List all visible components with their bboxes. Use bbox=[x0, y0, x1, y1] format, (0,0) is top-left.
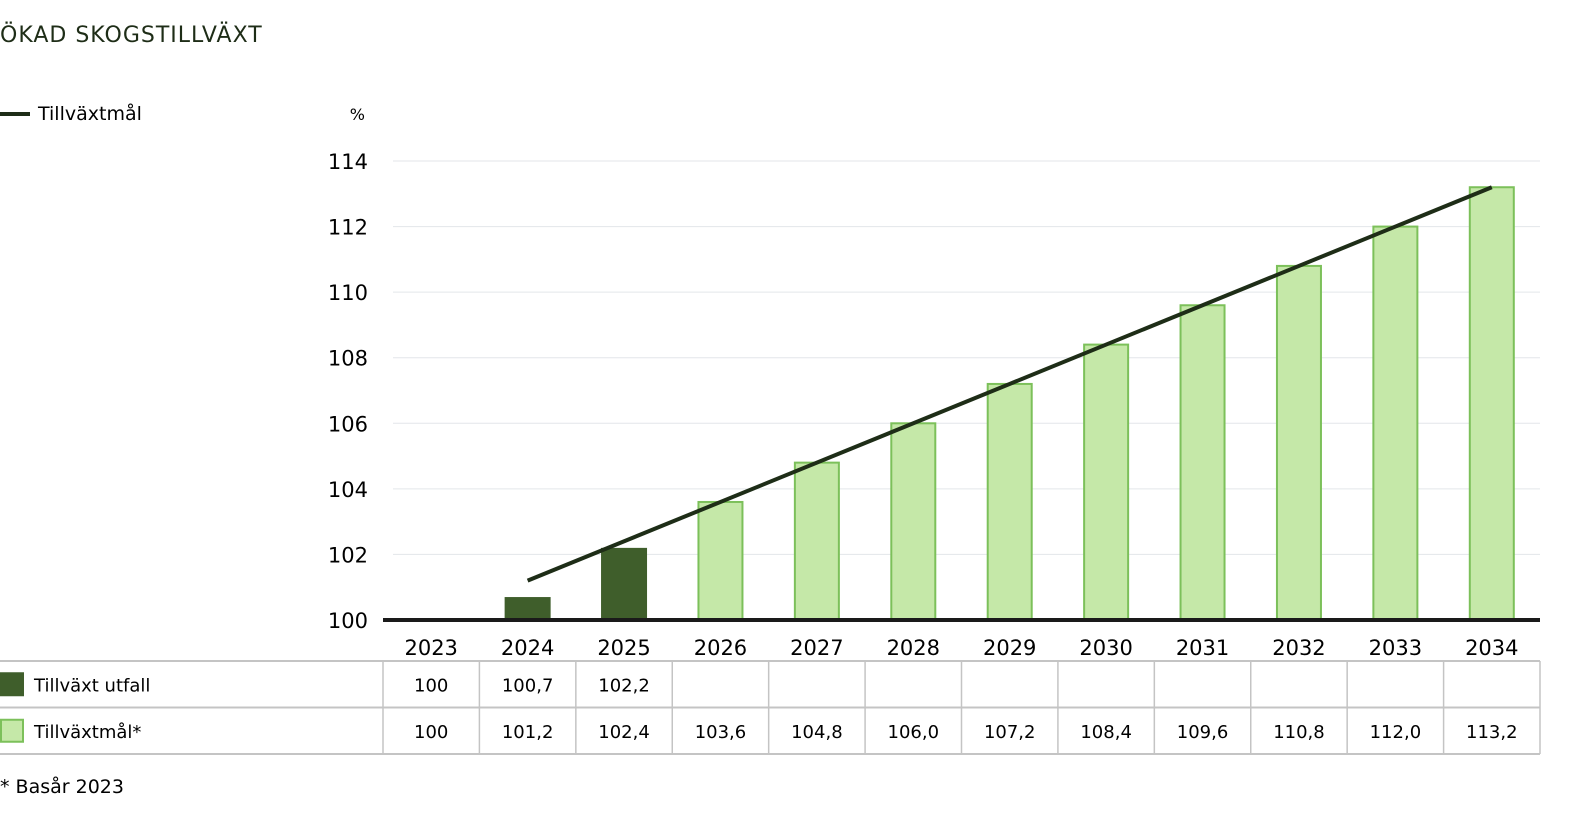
line-legend-label: Tillväxtmål bbox=[37, 102, 142, 125]
legend-label: Tillväxtmål* bbox=[33, 722, 141, 743]
x-tick-label: 2030 bbox=[1079, 636, 1132, 660]
table-cell: 108,4 bbox=[1080, 722, 1132, 743]
y-axis-ticks: 100 102 104 106 108 110 112 114 bbox=[328, 150, 368, 633]
bar-mal-2032 bbox=[1275, 264, 1322, 621]
x-tick-label: 2028 bbox=[887, 636, 940, 660]
y-tick-label: 100 bbox=[328, 609, 368, 633]
y-tick-label: 106 bbox=[328, 412, 368, 436]
x-tick-label: 2033 bbox=[1369, 636, 1422, 660]
x-tick-label: 2034 bbox=[1465, 636, 1518, 660]
x-tick-label: 2032 bbox=[1272, 636, 1325, 660]
bar-utfall-2025 bbox=[601, 547, 648, 620]
line-legend: Tillväxtmål bbox=[0, 102, 142, 125]
table-cell: 113,2 bbox=[1466, 722, 1518, 743]
bar-mal-2029 bbox=[986, 382, 1033, 622]
x-axis-ticks: 2023 2024 2025 2026 2027 2028 2029 2030 2031 2032… bbox=[404, 636, 1518, 660]
table-cell: 100 bbox=[414, 675, 448, 696]
x-tick-label: 2023 bbox=[404, 636, 457, 660]
y-tick-label: 110 bbox=[328, 281, 368, 305]
bar-mal-2028 bbox=[890, 422, 937, 621]
y-tick-label: 102 bbox=[328, 543, 368, 567]
bar-mal-2031 bbox=[1179, 304, 1226, 621]
y-tick-label: 112 bbox=[328, 216, 368, 240]
gridlines bbox=[393, 160, 1540, 555]
x-tick-label: 2024 bbox=[501, 636, 554, 660]
bar-mal-2027 bbox=[793, 461, 840, 621]
legend-swatch bbox=[0, 672, 24, 697]
table-cell: 103,6 bbox=[695, 722, 747, 743]
table-cell: 102,4 bbox=[598, 722, 650, 743]
y-tick-label: 104 bbox=[328, 478, 368, 502]
bar-mal-2034 bbox=[1468, 186, 1515, 621]
table-cell: 102,2 bbox=[598, 675, 650, 696]
table-cell: 101,2 bbox=[502, 722, 554, 743]
table-cell: 109,6 bbox=[1177, 722, 1229, 743]
y-tick-label: 108 bbox=[328, 347, 368, 371]
goal-line-group bbox=[526, 185, 1493, 583]
goal-line bbox=[526, 185, 1493, 583]
legend-swatch bbox=[0, 718, 24, 743]
table-cell: 104,8 bbox=[791, 722, 843, 743]
chart-title: ÖKAD SKOGSTILLVÄXT bbox=[0, 22, 263, 48]
table-cell: 100,7 bbox=[502, 675, 554, 696]
table-cell: 107,2 bbox=[984, 722, 1036, 743]
y-axis-label: % bbox=[350, 105, 365, 124]
x-tick-label: 2031 bbox=[1176, 636, 1229, 660]
bar-utfall-2024 bbox=[504, 597, 551, 620]
bar-mal-2033 bbox=[1372, 225, 1419, 621]
footnote: * Basår 2023 bbox=[0, 775, 124, 798]
x-tick-label: 2027 bbox=[790, 636, 843, 660]
x-tick-label: 2025 bbox=[597, 636, 650, 660]
x-tick-label: 2029 bbox=[983, 636, 1036, 660]
x-tick-label: 2026 bbox=[694, 636, 747, 660]
data-table: Tillväxt utfall 100 100,7 102,2 Tillväxtmål*… bbox=[0, 660, 1541, 755]
table-cell: 110,8 bbox=[1273, 722, 1325, 743]
y-tick-label: 114 bbox=[328, 150, 368, 174]
bar-mal-2026 bbox=[697, 500, 744, 622]
bars bbox=[383, 186, 1540, 622]
legend-label: Tillväxt utfall bbox=[33, 675, 150, 696]
table-cell: 106,0 bbox=[888, 722, 940, 743]
table-cell: 100 bbox=[414, 722, 448, 743]
table-cell: 112,0 bbox=[1370, 722, 1422, 743]
bar-mal-2030 bbox=[1083, 343, 1130, 621]
